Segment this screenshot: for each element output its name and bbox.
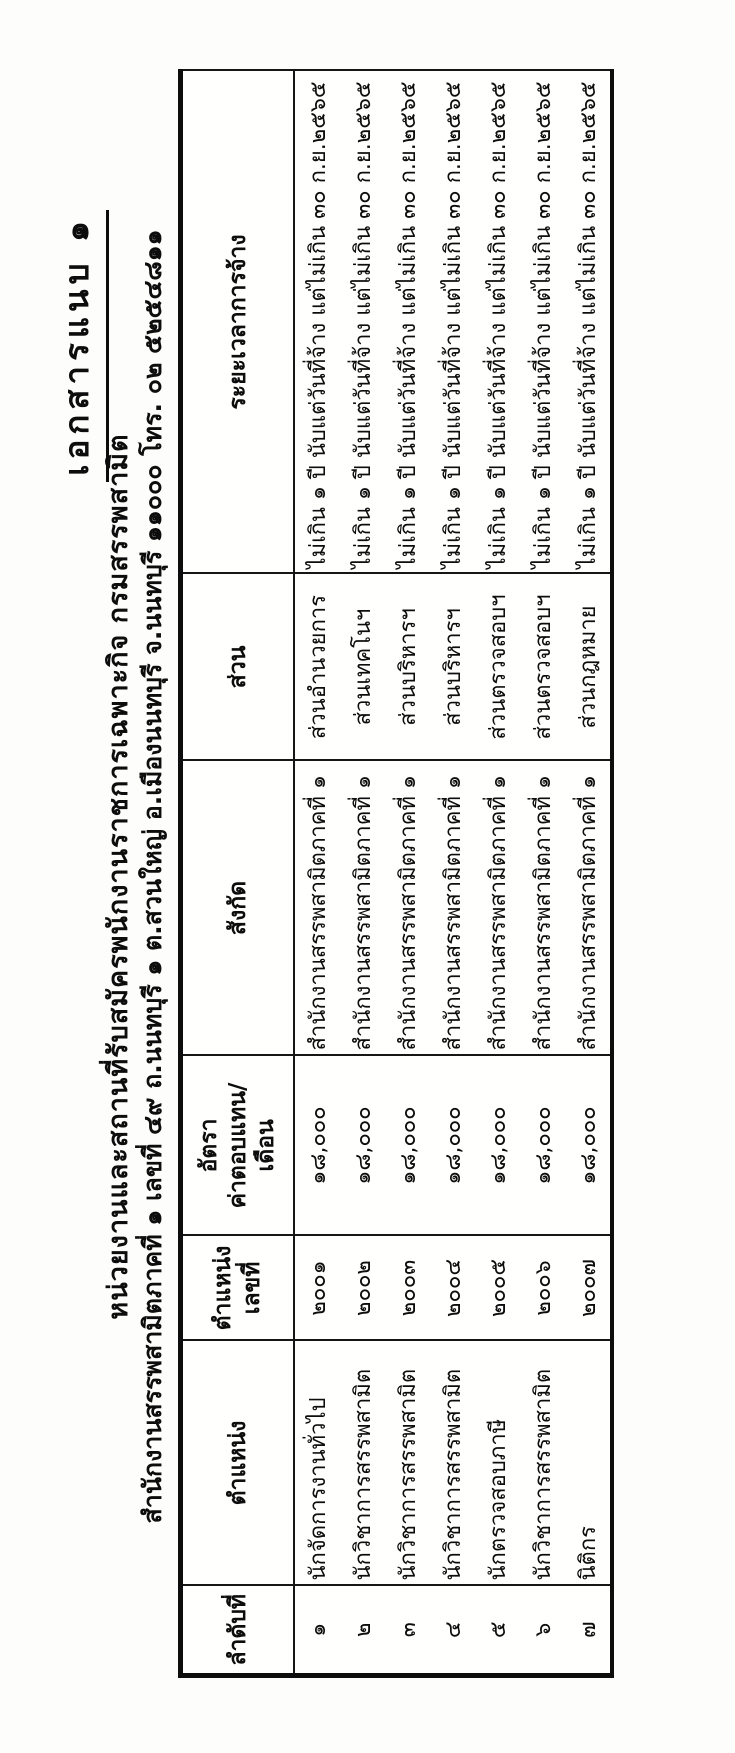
cell-employment-duration: ไม่เกิน ๑ ปี นับแต่วันที่จ้าง แต่ไม่เกิน… xyxy=(294,70,340,574)
cell-section: ส่วนตรวจสอบฯ xyxy=(475,573,520,761)
cell-position: นักจัดการงานทั่วไป xyxy=(294,1340,340,1586)
cell-position-number: ๒๐๐๓ xyxy=(385,1235,430,1341)
cell-affiliation: สำนักงานสรรพสามิตภาคที่ ๑ xyxy=(565,760,612,1056)
table-row: ๖ นักวิชาการสรรพสามิต ๒๐๐๖ ๑๘,๐๐๐ สำนักง… xyxy=(520,70,565,1676)
cell-employment-duration: ไม่เกิน ๑ ปี นับแต่วันที่จ้าง แต่ไม่เกิน… xyxy=(520,70,565,574)
cell-monthly-rate: ๑๘,๐๐๐ xyxy=(340,1055,385,1236)
cell-employment-duration: ไม่เกิน ๑ ปี นับแต่วันที่จ้าง แต่ไม่เกิน… xyxy=(565,70,612,574)
document-subtitle-address: สำนักงานสรรพสามิตภาคที่ ๑ เลขที่ ๔๙ ถ.นน… xyxy=(138,229,167,1524)
cell-monthly-rate: ๑๘,๐๐๐ xyxy=(565,1055,612,1236)
cell-affiliation: สำนักงานสรรพสามิตภาคที่ ๑ xyxy=(385,760,430,1056)
cell-position-number: ๒๐๐๕ xyxy=(475,1235,520,1341)
cell-section: ส่วนตรวจสอบฯ xyxy=(520,573,565,761)
cell-section: ส่วนบริหารฯ xyxy=(430,573,475,761)
table-row: ๗ นิติกร ๒๐๐๗ ๑๘,๐๐๐ สำนักงานสรรพสามิตภา… xyxy=(565,70,612,1676)
cell-affiliation: สำนักงานสรรพสามิตภาคที่ ๑ xyxy=(294,760,340,1056)
cell-position-number: ๒๐๐๖ xyxy=(520,1235,565,1341)
cell-order-no: ๕ xyxy=(475,1585,520,1676)
cell-employment-duration: ไม่เกิน ๑ ปี นับแต่วันที่จ้าง แต่ไม่เกิน… xyxy=(385,70,430,574)
header-position: ตำแหน่ง xyxy=(180,1340,294,1586)
table-row: ๓ นักวิชาการสรรพสามิต ๒๐๐๓ ๑๘,๐๐๐ สำนักง… xyxy=(385,70,430,1676)
cell-section: ส่วนอำนวยการ xyxy=(294,573,340,761)
cell-position: นักวิชาการสรรพสามิต xyxy=(430,1340,475,1586)
cell-position-number: ๒๐๐๒ xyxy=(340,1235,385,1341)
cell-monthly-rate: ๑๘,๐๐๐ xyxy=(520,1055,565,1236)
cell-employment-duration: ไม่เกิน ๑ ปี นับแต่วันที่จ้าง แต่ไม่เกิน… xyxy=(430,70,475,574)
table-header-row: ลำดับที่ ตำแหน่ง ตำแหน่ง เลขที่ อัตรา ค่… xyxy=(180,70,294,1676)
cell-order-no: ๔ xyxy=(430,1585,475,1676)
cell-position: นิติกร xyxy=(565,1340,612,1586)
cell-monthly-rate: ๑๘,๐๐๐ xyxy=(475,1055,520,1236)
table-row: ๒ นักวิชาการสรรพสามิต ๒๐๐๒ ๑๘,๐๐๐ สำนักง… xyxy=(340,70,385,1676)
table-row: ๕ นักตรวจสอบภาษี ๒๐๐๕ ๑๘,๐๐๐ สำนักงานสรร… xyxy=(475,70,520,1676)
cell-employment-duration: ไม่เกิน ๑ ปี นับแต่วันที่จ้าง แต่ไม่เกิน… xyxy=(475,70,520,574)
table-row: ๑ นักจัดการงานทั่วไป ๒๐๐๑ ๑๘,๐๐๐ สำนักงา… xyxy=(294,70,340,1676)
cell-affiliation: สำนักงานสรรพสามิตภาคที่ ๑ xyxy=(475,760,520,1056)
cell-employment-duration: ไม่เกิน ๑ ปี นับแต่วันที่จ้าง แต่ไม่เกิน… xyxy=(340,70,385,574)
cell-monthly-rate: ๑๘,๐๐๐ xyxy=(294,1055,340,1236)
cell-monthly-rate: ๑๘,๐๐๐ xyxy=(385,1055,430,1236)
cell-affiliation: สำนักงานสรรพสามิตภาคที่ ๑ xyxy=(430,760,475,1056)
header-position-number: ตำแหน่ง เลขที่ xyxy=(180,1235,294,1341)
cell-order-no: ๑ xyxy=(294,1585,340,1676)
cell-position-number: ๒๐๐๑ xyxy=(294,1235,340,1341)
cell-order-no: ๖ xyxy=(520,1585,565,1676)
cell-monthly-rate: ๑๘,๐๐๐ xyxy=(430,1055,475,1236)
cell-position: นักวิชาการสรรพสามิต xyxy=(385,1340,430,1586)
cell-order-no: ๗ xyxy=(565,1585,612,1676)
header-order-no: ลำดับที่ xyxy=(180,1585,294,1676)
header-employment-duration: ระยะเวลาการจ้าง xyxy=(180,70,294,574)
recruitment-units-table: ลำดับที่ ตำแหน่ง ตำแหน่ง เลขที่ อัตรา ค่… xyxy=(178,69,614,1678)
header-monthly-rate: อัตรา ค่าตอบแทน/ เดือน xyxy=(180,1055,294,1236)
cell-position-number: ๒๐๐๔ xyxy=(430,1235,475,1341)
cell-position: นักวิชาการสรรพสามิต xyxy=(340,1340,385,1586)
cell-order-no: ๒ xyxy=(340,1585,385,1676)
cell-position: นักตรวจสอบภาษี xyxy=(475,1340,520,1586)
cell-position-number: ๒๐๐๗ xyxy=(565,1235,612,1341)
cell-affiliation: สำนักงานสรรพสามิตภาคที่ ๑ xyxy=(520,760,565,1056)
cell-section: ส่วนบริหารฯ xyxy=(385,573,430,761)
cell-affiliation: สำนักงานสรรพสามิตภาคที่ ๑ xyxy=(340,760,385,1056)
cell-section: ส่วนกฎหมาย xyxy=(565,573,612,761)
cell-section: ส่วนเทคโนฯ xyxy=(340,573,385,761)
header-section: ส่วน xyxy=(180,573,294,761)
cell-order-no: ๓ xyxy=(385,1585,430,1676)
cell-position: นักวิชาการสรรพสามิต xyxy=(520,1340,565,1586)
table-row: ๔ นักวิชาการสรรพสามิต ๒๐๐๔ ๑๘,๐๐๐ สำนักง… xyxy=(430,70,475,1676)
header-affiliation: สังกัด xyxy=(180,760,294,1056)
